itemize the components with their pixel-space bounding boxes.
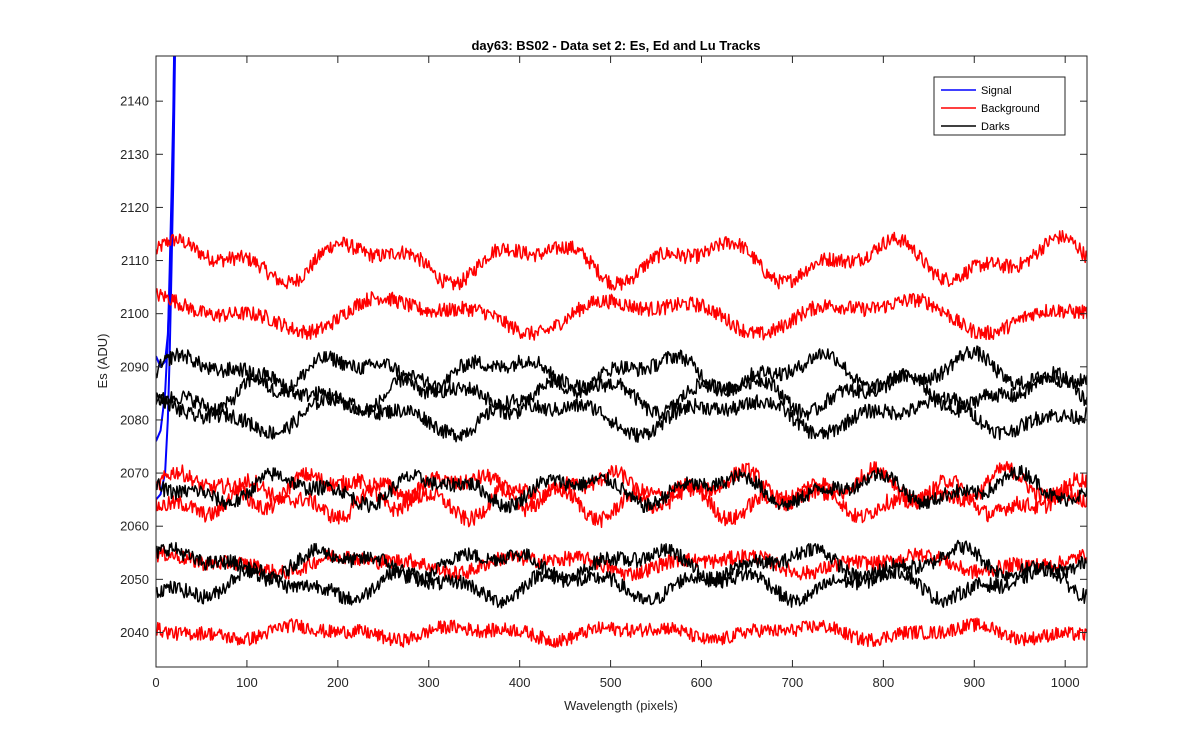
- legend-label-signal: Signal: [981, 85, 1012, 97]
- series-line-darks-13: [156, 539, 1087, 588]
- series-line-darks-14: [156, 561, 1087, 609]
- y-tick-label: 2050: [120, 572, 149, 587]
- y-tick-label: 2120: [120, 200, 149, 215]
- y-axis: 2040 2050 2060 2070 2080 2090 2100 2110 2120 2130…: [120, 94, 1087, 640]
- y-tick-label: 2040: [120, 625, 149, 640]
- legend-label-darks: Darks: [981, 121, 1010, 133]
- y-tick-label: 2090: [120, 359, 149, 374]
- x-tick-label: 800: [872, 675, 894, 690]
- y-tick-label: 2130: [120, 147, 149, 162]
- x-tick-label: 400: [509, 675, 531, 690]
- x-tick-label: 700: [782, 675, 804, 690]
- y-tick-label: 2100: [120, 306, 149, 321]
- x-tick-label: 600: [691, 675, 713, 690]
- series-layer: [156, 56, 1087, 648]
- x-axis-label: Wavelength (pixels): [564, 698, 678, 713]
- x-tick-label: 900: [963, 675, 985, 690]
- y-tick-label: 2140: [120, 94, 149, 109]
- series-line-darks-12: [156, 464, 1087, 514]
- legend: Signal Background Darks: [933, 76, 1066, 136]
- x-tick-label: 1000: [1051, 675, 1080, 690]
- x-tick-label: 0: [152, 675, 159, 690]
- series-line-background-4: [156, 288, 1087, 341]
- x-axis: 0 100 200 300 400 500 600 700 800 900 1000: [152, 56, 1080, 690]
- series-line-darks-9: [156, 345, 1087, 400]
- y-tick-label: 2070: [120, 466, 149, 481]
- x-tick-label: 200: [327, 675, 349, 690]
- y-tick-label: 2110: [121, 253, 149, 268]
- series-line-background-8: [156, 617, 1087, 648]
- y-axis-label: Es (ADU): [95, 334, 110, 389]
- y-tick-label: 2060: [120, 519, 149, 534]
- chart-title: day63: BS02 - Data set 2: Es, Ed and Lu …: [471, 38, 760, 53]
- series-line-background-3: [156, 229, 1087, 291]
- legend-label-background: Background: [981, 103, 1040, 115]
- x-tick-label: 300: [418, 675, 440, 690]
- series-line-darks-11: [156, 390, 1087, 443]
- x-tick-label: 500: [600, 675, 622, 690]
- y-tick-label: 2080: [120, 412, 149, 427]
- axes-box: [155, 55, 1088, 668]
- x-tick-label: 100: [236, 675, 258, 690]
